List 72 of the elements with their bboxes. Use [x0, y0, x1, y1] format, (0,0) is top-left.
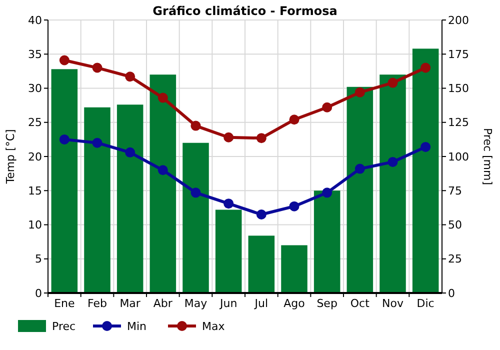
- point: [190, 120, 201, 131]
- x-tick-label: Mar: [120, 297, 141, 310]
- y-axis-title: Temp [°C]: [4, 129, 17, 185]
- point: [322, 188, 332, 198]
- bar: [84, 107, 110, 293]
- bar: [182, 142, 209, 293]
- point: [158, 92, 168, 103]
- y-tick-label: 25: [28, 116, 42, 130]
- y-tick-label: 30: [28, 82, 42, 96]
- point: [322, 102, 332, 112]
- bar: [281, 245, 308, 293]
- legend-label: Prec: [52, 320, 76, 333]
- point: [420, 142, 431, 152]
- y2-tick-label: 125: [448, 116, 469, 130]
- point: [125, 147, 136, 158]
- point: [158, 165, 168, 176]
- x-tick-label: Ene: [54, 297, 75, 310]
- bar: [150, 74, 176, 293]
- point: [256, 133, 266, 144]
- legend-label: Max: [202, 320, 226, 333]
- point: [420, 62, 431, 73]
- chart-title: Gráfico climático - Formosa: [152, 4, 338, 18]
- point: [59, 55, 70, 66]
- bar: [314, 190, 340, 293]
- bar: [116, 104, 144, 293]
- point: [289, 114, 300, 125]
- y2-axis-title: Prec [mm]: [481, 128, 494, 186]
- point: [388, 156, 398, 167]
- bar: [248, 236, 275, 293]
- point: [354, 164, 365, 174]
- point: [59, 134, 70, 144]
- y-tick-label: 20: [28, 150, 42, 164]
- y-tick-label: 40: [28, 14, 42, 27]
- y2-tick-label: 175: [448, 48, 469, 61]
- bar: [380, 74, 406, 293]
- y2-tick-label: 200: [448, 14, 469, 27]
- x-tick-label: Jun: [218, 297, 238, 310]
- y-tick-label: 35: [28, 48, 42, 61]
- bar: [215, 210, 242, 293]
- point: [224, 198, 234, 209]
- y2-tick-label: 100: [448, 150, 469, 164]
- y2-tick-label: 50: [448, 218, 462, 232]
- point: [354, 87, 365, 98]
- x-tick-label: Oct: [350, 297, 370, 310]
- x-tick-label: Abr: [153, 297, 173, 310]
- point: [289, 201, 300, 212]
- x-tick-label: May: [184, 297, 208, 310]
- point: [256, 210, 266, 220]
- y-tick-label: 0: [35, 286, 42, 300]
- y-tick-label: 15: [28, 184, 42, 198]
- point: [92, 138, 102, 148]
- y2-tick-label: 0: [448, 286, 455, 300]
- bar: [346, 86, 374, 293]
- y2-tick-label: 150: [448, 82, 469, 96]
- legend-label: Min: [127, 320, 147, 333]
- point: [224, 132, 234, 142]
- x-tick-label: Sep: [316, 297, 338, 310]
- point: [92, 62, 102, 73]
- bar: [412, 48, 439, 293]
- point: [190, 188, 201, 198]
- y-tick-label: 10: [28, 218, 42, 232]
- x-tick-label: Feb: [88, 297, 107, 310]
- y2-tick-label: 75: [448, 184, 462, 198]
- point: [388, 78, 398, 88]
- point: [125, 72, 136, 82]
- x-tick-label: Ago: [284, 297, 306, 310]
- x-tick-label: Dic: [416, 297, 434, 310]
- y-tick-label: 5: [35, 252, 42, 266]
- x-tick-label: Nov: [382, 297, 404, 310]
- bar: [51, 69, 78, 293]
- x-tick-label: Jul: [254, 297, 268, 310]
- y2-tick-label: 25: [448, 252, 462, 266]
